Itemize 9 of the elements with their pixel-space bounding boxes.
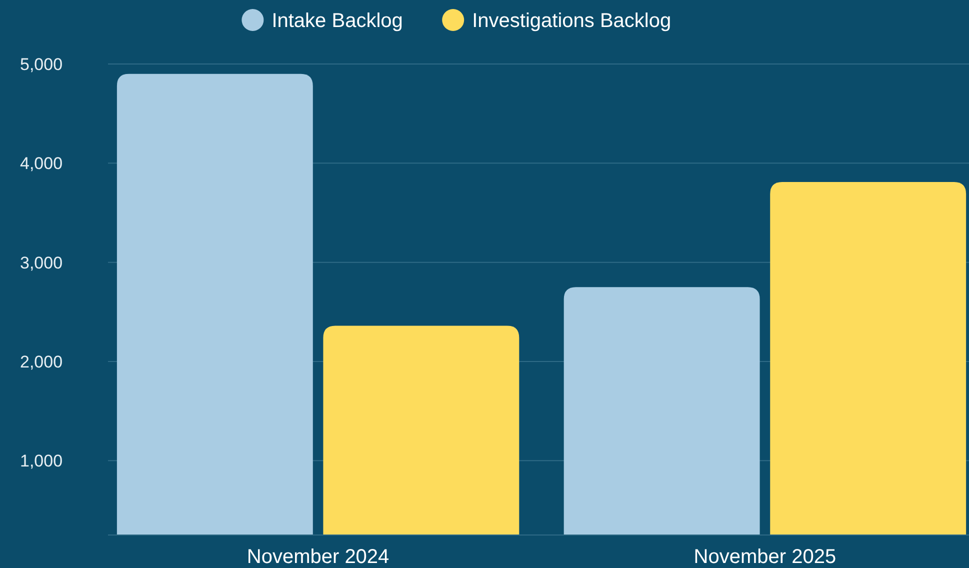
y-tick-label: 4,000: [20, 154, 63, 174]
y-tick-label: 2,000: [20, 352, 63, 372]
y-tick-label: 1,000: [20, 452, 63, 471]
x-tick-label: November 2024: [246, 546, 390, 568]
y-tick-label: 5,000: [20, 54, 63, 74]
legend-label: Intake Backlog: [272, 10, 403, 32]
legend-label: Investigations Backlog: [472, 10, 672, 32]
x-tick-label: November 2025: [694, 546, 836, 568]
y-tick-label: 3,000: [20, 253, 63, 272]
